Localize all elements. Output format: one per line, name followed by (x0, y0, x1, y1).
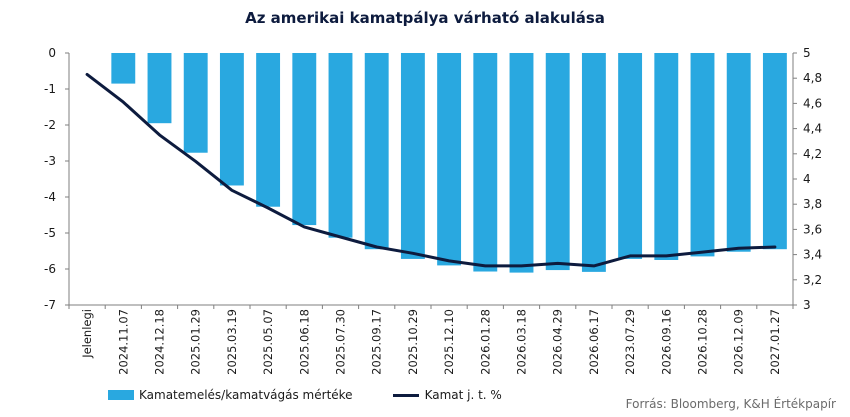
bar (654, 53, 679, 260)
bar (292, 53, 317, 226)
x-tick-label: 2026.06.17 (587, 309, 601, 375)
x-tick-label: 2024.12.18 (153, 309, 167, 375)
y-left-tick-label: -2 (44, 118, 56, 132)
x-tick-label: 2026.03.18 (515, 309, 529, 375)
y-left-tick-label: -5 (44, 226, 56, 240)
legend-label-line: Kamat j. t. % (424, 388, 502, 402)
y-left-tick-label: -1 (44, 82, 56, 96)
x-tick-label: 2025.03.19 (225, 309, 239, 375)
y-right-tick-label: 3,6 (803, 222, 822, 236)
bar (400, 53, 425, 259)
y-left-tick-label: -6 (44, 262, 56, 276)
y-right-tick-label: 4,2 (803, 147, 822, 161)
x-tick-label: 2027.01.27 (768, 309, 782, 375)
bar (219, 53, 244, 186)
x-tick-label: 2023.07.29 (623, 309, 637, 375)
x-tick-label: 2026.12.09 (732, 309, 746, 375)
rate-line (85, 72, 777, 268)
bar (762, 53, 787, 250)
x-tick-label: 2025.12.10 (442, 309, 456, 375)
bar (183, 53, 208, 153)
bar (256, 53, 281, 207)
bar (111, 53, 136, 84)
bar (690, 53, 715, 257)
bar (726, 53, 751, 252)
y-right-tick-label: 5 (803, 46, 811, 60)
y-right-tick-label: 4 (803, 172, 811, 186)
x-tick-label: 2025.10.29 (406, 309, 420, 375)
x-tick-label: 2026.10.28 (696, 309, 710, 375)
chart-title: Az amerikai kamatpálya várható alakulása (245, 9, 605, 27)
y-right-tick-label: 4,4 (803, 122, 822, 136)
y-right-tick-label: 3,4 (803, 248, 822, 262)
y-right-tick-label: 3,8 (803, 197, 822, 211)
bar (581, 53, 606, 272)
x-tick-label: 2026.01.28 (478, 309, 492, 375)
x-tick-label: 2026.04.29 (551, 309, 565, 375)
y-left-tick-label: -3 (44, 154, 56, 168)
legend-label-bars: Kamatemelés/kamatvágás mértéke (139, 388, 353, 402)
y-left-tick-label: -7 (44, 298, 56, 312)
x-tick-label: 2024.11.07 (116, 309, 130, 375)
legend: Kamatemelés/kamatvágás mértéke Kamat j. … (108, 388, 542, 402)
bar (364, 53, 389, 250)
legend-item-bars: Kamatemelés/kamatvágás mértéke (108, 388, 353, 402)
legend-line-swatch (392, 393, 419, 397)
x-tick-label: 2026.09.16 (659, 309, 673, 375)
bar (509, 53, 534, 273)
x-tick-label: Jelenlegi (80, 309, 94, 359)
legend-bar-swatch (108, 390, 134, 400)
bar (618, 53, 643, 259)
y-right-tick-label: 4,8 (803, 71, 822, 85)
bar (473, 53, 498, 272)
bar (437, 53, 462, 266)
x-tick-label: 2025.06.18 (297, 309, 311, 375)
y-left-tick-label: 0 (48, 46, 56, 60)
bar (545, 53, 570, 271)
chart-plot: 0 -1 -2 -3 -4 -5 -6 -7 5 4,8 4,6 4,4 4,2 4 3,8 3,6 3,4 3,… (44, 46, 822, 375)
y-right-tick-label: 4,6 (803, 96, 822, 110)
y-right-tick-label: 3,2 (803, 273, 822, 287)
legend-item-line: Kamat j. t. % (392, 388, 502, 402)
bar (147, 53, 172, 124)
bar (328, 53, 353, 238)
x-tick-label: 2025.07.30 (334, 309, 348, 375)
y-right-tick-label: 3 (803, 298, 811, 312)
x-tick-label: 2025.01.29 (189, 309, 203, 375)
y-left-tick-label: -4 (44, 190, 56, 204)
source-note: Forrás: Bloomberg, K&H Értékpapír (625, 397, 836, 411)
x-tick-label: 2025.09.17 (370, 309, 384, 375)
x-tick-label: 2025.05.07 (261, 309, 275, 375)
